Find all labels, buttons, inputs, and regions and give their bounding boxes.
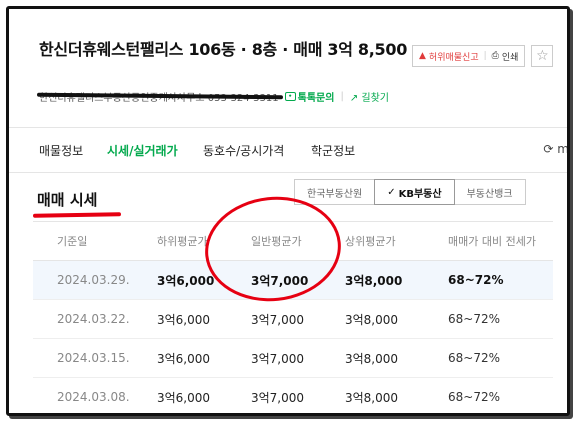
cell-general-avg: 3억7,000 [251, 312, 305, 327]
source-tab-label: 한국부동산원 [307, 188, 363, 200]
chat-icon: • [284, 92, 296, 101]
cell-date: 2024.03.29. [57, 273, 130, 287]
cell-date: 2024.03.15. [57, 351, 130, 365]
tab-price-trades[interactable]: 시세/실거래가 [107, 144, 178, 158]
cell-date: 2024.03.22. [57, 312, 130, 326]
table-header: 기준일 하위평균가 일반평균가 상위평균가 매매가 대비 전세가 [33, 221, 553, 261]
cell-jeonse-ratio: 68~72% [448, 273, 504, 287]
agency-name: 한신더휴팰리스부동산공인중개사사무소 053-324-3311 [39, 89, 279, 104]
tab-school-info[interactable]: 학군정보 [311, 144, 356, 158]
table-row: 2024.03.22. 3억6,000 3억7,000 3억8,000 68~7… [33, 300, 553, 339]
price-table: 기준일 하위평균가 일반평균가 상위평균가 매매가 대비 전세가 2024.03… [33, 221, 553, 413]
table-row: 2024.03.08. 3억6,000 3억7,000 3억8,000 68~7… [33, 378, 553, 413]
cell-jeonse-ratio: 68~72% [448, 390, 500, 404]
tab-listing-info[interactable]: 매물정보 [39, 144, 84, 158]
cell-jeonse-ratio: 68~72% [448, 312, 500, 326]
section-title: 매매 시세 [37, 191, 98, 209]
favorite-star-icon[interactable]: ☆ [531, 45, 554, 67]
divider: | [483, 51, 487, 61]
refresh-icon: ⟳ [543, 142, 554, 156]
print-button[interactable]: 인쇄 [501, 52, 519, 63]
cell-general-avg: 3억7,000 [251, 351, 305, 366]
tab-unit-official-price[interactable]: 동호수/공시가격 [203, 144, 285, 158]
directions-icon: ↗ [349, 93, 359, 104]
annotation-underline [32, 212, 122, 218]
header-date: 기준일 [57, 235, 88, 248]
cell-lower-avg: 3억6,000 [157, 390, 211, 405]
siren-icon: ▲ [419, 51, 426, 61]
source-tab-reb[interactable]: 한국부동산원 [294, 179, 376, 205]
header-jeonse-ratio: 매매가 대비 전세가 [448, 235, 536, 248]
header-upper-avg: 상위평균가 [345, 235, 396, 248]
table-row: 2024.03.29. 3억6,000 3억7,000 3억8,000 68~7… [33, 261, 553, 300]
table-row: 2024.03.15. 3억6,000 3억7,000 3억8,000 68~7… [33, 339, 553, 378]
cell-upper-avg: 3억8,000 [345, 390, 399, 405]
cell-upper-avg: 3억8,000 [345, 273, 403, 288]
cell-upper-avg: 3억8,000 [345, 351, 399, 366]
header-lower-avg: 하위평균가 [157, 235, 208, 248]
cell-date: 2024.03.08. [57, 390, 130, 404]
directions-label: 길찾기 [361, 93, 389, 104]
source-tab-label: 부동산뱅크 [466, 188, 513, 200]
directions-link[interactable]: ↗ 길찾기 [350, 89, 389, 104]
cell-general-avg: 3억7,000 [251, 390, 305, 405]
cell-jeonse-ratio: 68~72% [448, 351, 500, 365]
cell-lower-avg: 3억6,000 [157, 312, 211, 327]
cell-upper-avg: 3억8,000 [345, 312, 399, 327]
agency-info: 한신더휴팰리스부동산공인중개사사무소 053-324-3311 • 톡톡문의 |… [39, 89, 389, 104]
cell-lower-avg: 3억6,000 [157, 273, 215, 288]
chat-inquiry-link[interactable]: • 톡톡문의 [284, 89, 335, 104]
header-general-avg: 일반평균가 [251, 235, 302, 248]
report-print-group: ▲ 허위매물신고 | ⎙ 인쇄 [412, 45, 526, 67]
tab-more-label: m [557, 142, 569, 156]
source-tab-label: KB부동산 [398, 188, 442, 200]
report-button[interactable]: 허위매물신고 [428, 52, 479, 63]
divider: | [340, 91, 344, 102]
source-tab-kb[interactable]: ✓ KB부동산 [374, 179, 455, 205]
cell-lower-avg: 3억6,000 [157, 351, 211, 366]
cell-general-avg: 3억7,000 [251, 273, 309, 288]
check-icon: ✓ [387, 186, 396, 198]
price-source-tabs: 한국부동산원 ✓ KB부동산 부동산뱅크 [294, 179, 526, 205]
print-icon: ⎙ [491, 51, 499, 61]
listing-title: 한신더휴웨스턴팰리스 106동 · 8층 · 매매 3억 8,500 [39, 40, 408, 59]
tab-more[interactable]: ⟳ m [543, 142, 569, 156]
chat-label: 톡톡문의 [297, 93, 335, 104]
header-actions: ▲ 허위매물신고 | ⎙ 인쇄 ☆ [412, 45, 554, 67]
tab-bar: 매물정보 시세/실거래가 동호수/공시가격 학군정보 ⟳ m [9, 127, 567, 173]
screenshot-frame: 한신더휴웨스턴팰리스 106동 · 8층 · 매매 3억 8,500 ▲ 허위매… [6, 6, 570, 416]
source-tab-bank[interactable]: 부동산뱅크 [453, 179, 526, 205]
